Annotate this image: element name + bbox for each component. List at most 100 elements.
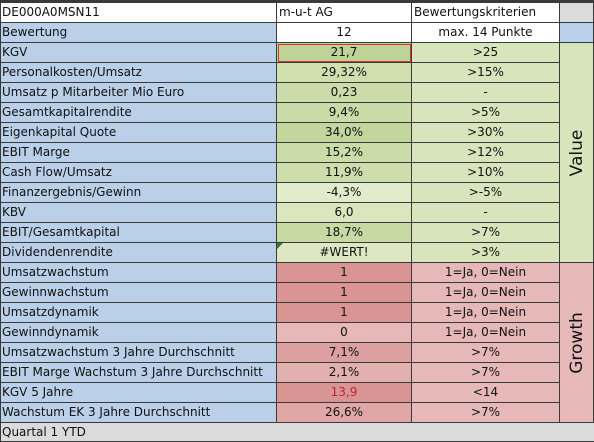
row-value-cell[interactable]: 0,23 xyxy=(277,83,412,103)
row-criteria-kbv: - xyxy=(483,205,488,219)
growth-group-label-cell[interactable]: Growth xyxy=(560,263,594,423)
row-value-gewinndynamik: 0 xyxy=(340,325,348,339)
row-criteria-cell[interactable]: - xyxy=(412,83,560,103)
row-value-cell[interactable]: 9,4% xyxy=(277,103,412,123)
row-criteria-umsatz-p-mitarbeiter-mio-euro: - xyxy=(483,85,488,99)
row-value-finanzergebnis-gewinn: -4,3% xyxy=(326,185,362,199)
row-label-cell[interactable]: KGV xyxy=(0,43,277,63)
row-criteria-cell[interactable]: >15% xyxy=(412,63,560,83)
bewertung-criteria-cell[interactable]: max. 14 Punkte xyxy=(412,23,560,43)
row-label-cell[interactable]: EBIT Marge Wachstum 3 Jahre Durchschnitt xyxy=(0,363,277,383)
row-value-eigenkapital-quote: 34,0% xyxy=(324,125,364,139)
row-value-cell[interactable]: 0 xyxy=(277,323,412,343)
row-label-cell[interactable]: Gewinndynamik xyxy=(0,323,277,343)
row-value-cell[interactable]: 13,9 xyxy=(277,383,412,403)
header-corner-cell[interactable] xyxy=(560,3,594,23)
row-criteria-cell[interactable]: - xyxy=(412,203,560,223)
row-label-kgv: KGV xyxy=(2,45,28,59)
row-label-umsatzdynamik: Umsatzdynamik xyxy=(2,305,99,319)
row-label-cell[interactable]: Finanzergebnis/Gewinn xyxy=(0,183,277,203)
row-criteria-cell[interactable]: 1=Ja, 0=Nein xyxy=(412,283,560,303)
row-label-cell[interactable]: Umsatzwachstum 3 Jahre Durchschnitt xyxy=(0,343,277,363)
row-value-cell[interactable]: 1 xyxy=(277,283,412,303)
row-criteria-ebit-marge: >12% xyxy=(467,145,504,159)
row-label-cell[interactable]: Dividendenrendite xyxy=(0,243,277,263)
row-label-cell[interactable]: Umsatzdynamik xyxy=(0,303,277,323)
row-value-cell[interactable]: #WERT! xyxy=(277,243,412,263)
row-value-cell[interactable]: 29,32% xyxy=(277,63,412,83)
row-label-cell[interactable]: Personalkosten/Umsatz xyxy=(0,63,277,83)
header-criteria-cell[interactable]: Bewertungskriterien xyxy=(412,3,560,23)
row-criteria-cell[interactable]: >7% xyxy=(412,343,560,363)
sheet-top-border xyxy=(0,0,594,3)
row-criteria-cell[interactable]: >25 xyxy=(412,43,560,63)
row-label-cash-flow-umsatz: Cash Flow/Umsatz xyxy=(2,165,112,179)
row-value-cell[interactable]: 26,6% xyxy=(277,403,412,423)
row-criteria-cell[interactable]: >5% xyxy=(412,103,560,123)
row-label-gewinndynamik: Gewinndynamik xyxy=(2,325,99,339)
row-criteria-umsatzdynamik: 1=Ja, 0=Nein xyxy=(444,305,527,319)
row-label-cell[interactable]: Wachstum EK 3 Jahre Durchschnitt xyxy=(0,403,277,423)
footer-label: Quartal 1 YTD xyxy=(2,425,86,439)
row-criteria-cell[interactable]: >12% xyxy=(412,143,560,163)
bewertung-value: 12 xyxy=(336,25,352,39)
bewertung-label: Bewertung xyxy=(2,25,68,39)
row-value-cell[interactable]: -4,3% xyxy=(277,183,412,203)
bewertung-value-cell[interactable]: 12 xyxy=(277,23,412,43)
row-value-cell[interactable]: 18,7% xyxy=(277,223,412,243)
row-criteria-cell[interactable]: <14 xyxy=(412,383,560,403)
row-value-ebit-marge: 15,2% xyxy=(324,145,364,159)
row-label-ebit-gesamtkapital: EBIT/Gesamtkapital xyxy=(2,225,120,239)
footer-cell[interactable]: Quartal 1 YTD xyxy=(0,423,594,442)
row-criteria-gewinndynamik: 1=Ja, 0=Nein xyxy=(444,325,527,339)
error-indicator-icon[interactable] xyxy=(277,243,283,249)
row-criteria-cell[interactable]: >7% xyxy=(412,403,560,423)
row-label-cell[interactable]: Umsatz p Mitarbeiter Mio Euro xyxy=(0,83,277,103)
row-criteria-cell[interactable]: >7% xyxy=(412,223,560,243)
row-label-wachstum-ek-3-jahre-durchschnitt: Wachstum EK 3 Jahre Durchschnitt xyxy=(2,405,211,419)
row-criteria-cell[interactable]: 1=Ja, 0=Nein xyxy=(412,303,560,323)
row-label-eigenkapital-quote: Eigenkapital Quote xyxy=(2,125,117,139)
row-label-cell[interactable]: KGV 5 Jahre xyxy=(0,383,277,403)
bewertung-label-cell[interactable]: Bewertung xyxy=(0,23,277,43)
row-value-cell[interactable]: 1 xyxy=(277,263,412,283)
row-label-umsatz-p-mitarbeiter-mio-euro: Umsatz p Mitarbeiter Mio Euro xyxy=(2,85,185,99)
row-label-cell[interactable]: EBIT/Gesamtkapital xyxy=(0,223,277,243)
row-criteria-cell[interactable]: >-5% xyxy=(412,183,560,203)
row-criteria-cell[interactable]: >30% xyxy=(412,123,560,143)
row-value-umsatz-p-mitarbeiter-mio-euro: 0,23 xyxy=(330,85,358,99)
row-value-cell[interactable]: 21,7 xyxy=(277,43,412,63)
header-company: m-u-t AG xyxy=(279,5,333,19)
row-criteria-cell[interactable]: >7% xyxy=(412,363,560,383)
row-label-cell[interactable]: KBV xyxy=(0,203,277,223)
header-company-cell[interactable]: m-u-t AG xyxy=(277,3,412,23)
row-label-dividendenrendite: Dividendenrendite xyxy=(2,245,113,259)
row-value-cell[interactable]: 2,1% xyxy=(277,363,412,383)
row-criteria-cell[interactable]: 1=Ja, 0=Nein xyxy=(412,263,560,283)
row-label-cell[interactable]: Umsatzwachstum xyxy=(0,263,277,283)
row-label-cell[interactable]: Gesamtkapitalrendite xyxy=(0,103,277,123)
row-label-cell[interactable]: Eigenkapital Quote xyxy=(0,123,277,143)
row-criteria-cell[interactable]: >10% xyxy=(412,163,560,183)
row-label-gesamtkapitalrendite: Gesamtkapitalrendite xyxy=(2,105,132,119)
row-value-wachstum-ek-3-jahre-durchschnitt: 26,6% xyxy=(324,405,364,419)
row-criteria-cell[interactable]: >3% xyxy=(412,243,560,263)
value-group-label-cell[interactable]: Value xyxy=(560,43,594,263)
header-isin-cell[interactable]: DE000A0MSN11 xyxy=(0,3,277,23)
row-value-cell[interactable]: 7,1% xyxy=(277,343,412,363)
row-label-cell[interactable]: Gewinnwachstum xyxy=(0,283,277,303)
row-value-cell[interactable]: 34,0% xyxy=(277,123,412,143)
value-group-label: Value xyxy=(566,129,587,176)
row-value-ebit-marge-wachstum-3-jahre-durchschnitt: 2,1% xyxy=(328,365,360,379)
row-value-cell[interactable]: 11,9% xyxy=(277,163,412,183)
row-value-cell[interactable]: 1 xyxy=(277,303,412,323)
row-label-cell[interactable]: Cash Flow/Umsatz xyxy=(0,163,277,183)
bewertung-side-cell[interactable] xyxy=(560,23,594,43)
growth-group-label: Growth xyxy=(566,311,587,374)
row-value-cell[interactable]: 6,0 xyxy=(277,203,412,223)
row-value-umsatzwachstum-3-jahre-durchschnitt: 7,1% xyxy=(328,345,360,359)
row-criteria-cell[interactable]: 1=Ja, 0=Nein xyxy=(412,323,560,343)
row-label-cell[interactable]: EBIT Marge xyxy=(0,143,277,163)
row-value-cell[interactable]: 15,2% xyxy=(277,143,412,163)
row-criteria-eigenkapital-quote: >30% xyxy=(467,125,504,139)
